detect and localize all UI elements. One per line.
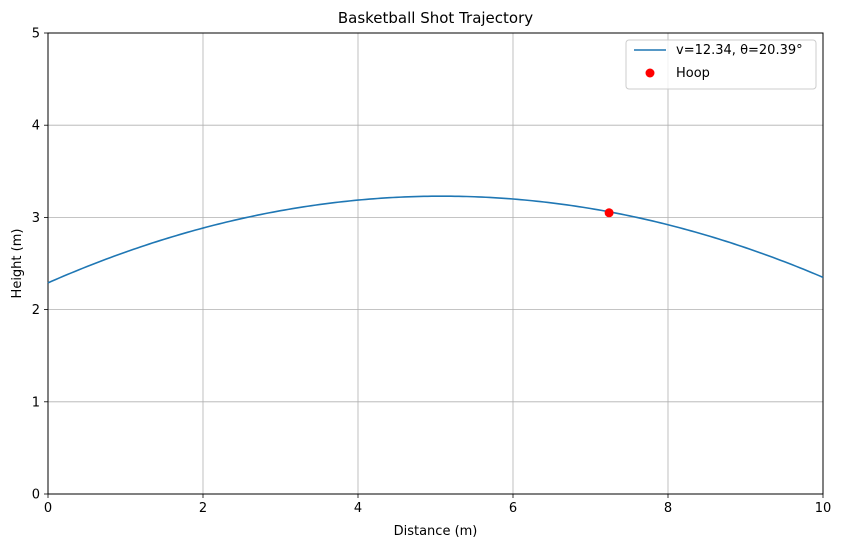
legend-marker-hoop bbox=[645, 68, 655, 78]
x-tick-label: 8 bbox=[664, 501, 672, 516]
y-axis: 0 1 2 3 4 5 bbox=[32, 27, 48, 503]
x-tick-label: 10 bbox=[815, 501, 832, 516]
legend-label-trajectory: v=12.34, θ=20.39° bbox=[676, 43, 803, 58]
legend: v=12.34, θ=20.39° Hoop bbox=[625, 39, 817, 90]
x-tick-label: 6 bbox=[509, 501, 517, 516]
y-tick-label: 4 bbox=[32, 119, 40, 134]
legend-label-hoop: Hoop bbox=[676, 66, 710, 81]
legend-box bbox=[625, 39, 817, 90]
y-tick-label: 0 bbox=[32, 488, 40, 503]
y-tick-label: 3 bbox=[32, 211, 40, 226]
y-tick-label: 5 bbox=[32, 27, 40, 42]
x-tick-label: 0 bbox=[44, 501, 52, 516]
y-axis-label: Height (m) bbox=[10, 229, 25, 299]
x-tick-label: 4 bbox=[354, 501, 362, 516]
chart-title: Basketball Shot Trajectory bbox=[338, 9, 533, 27]
y-tick-label: 1 bbox=[32, 395, 40, 410]
x-tick-label: 2 bbox=[199, 501, 207, 516]
hoop-point bbox=[604, 208, 614, 218]
trajectory-line bbox=[47, 195, 824, 284]
grid bbox=[47, 32, 824, 495]
x-axis: 0 2 4 6 8 10 bbox=[44, 494, 831, 516]
y-tick-label: 2 bbox=[32, 303, 40, 318]
plot-frame bbox=[47, 32, 824, 495]
x-axis-label: Distance (m) bbox=[394, 524, 478, 539]
series-layer bbox=[47, 195, 824, 284]
